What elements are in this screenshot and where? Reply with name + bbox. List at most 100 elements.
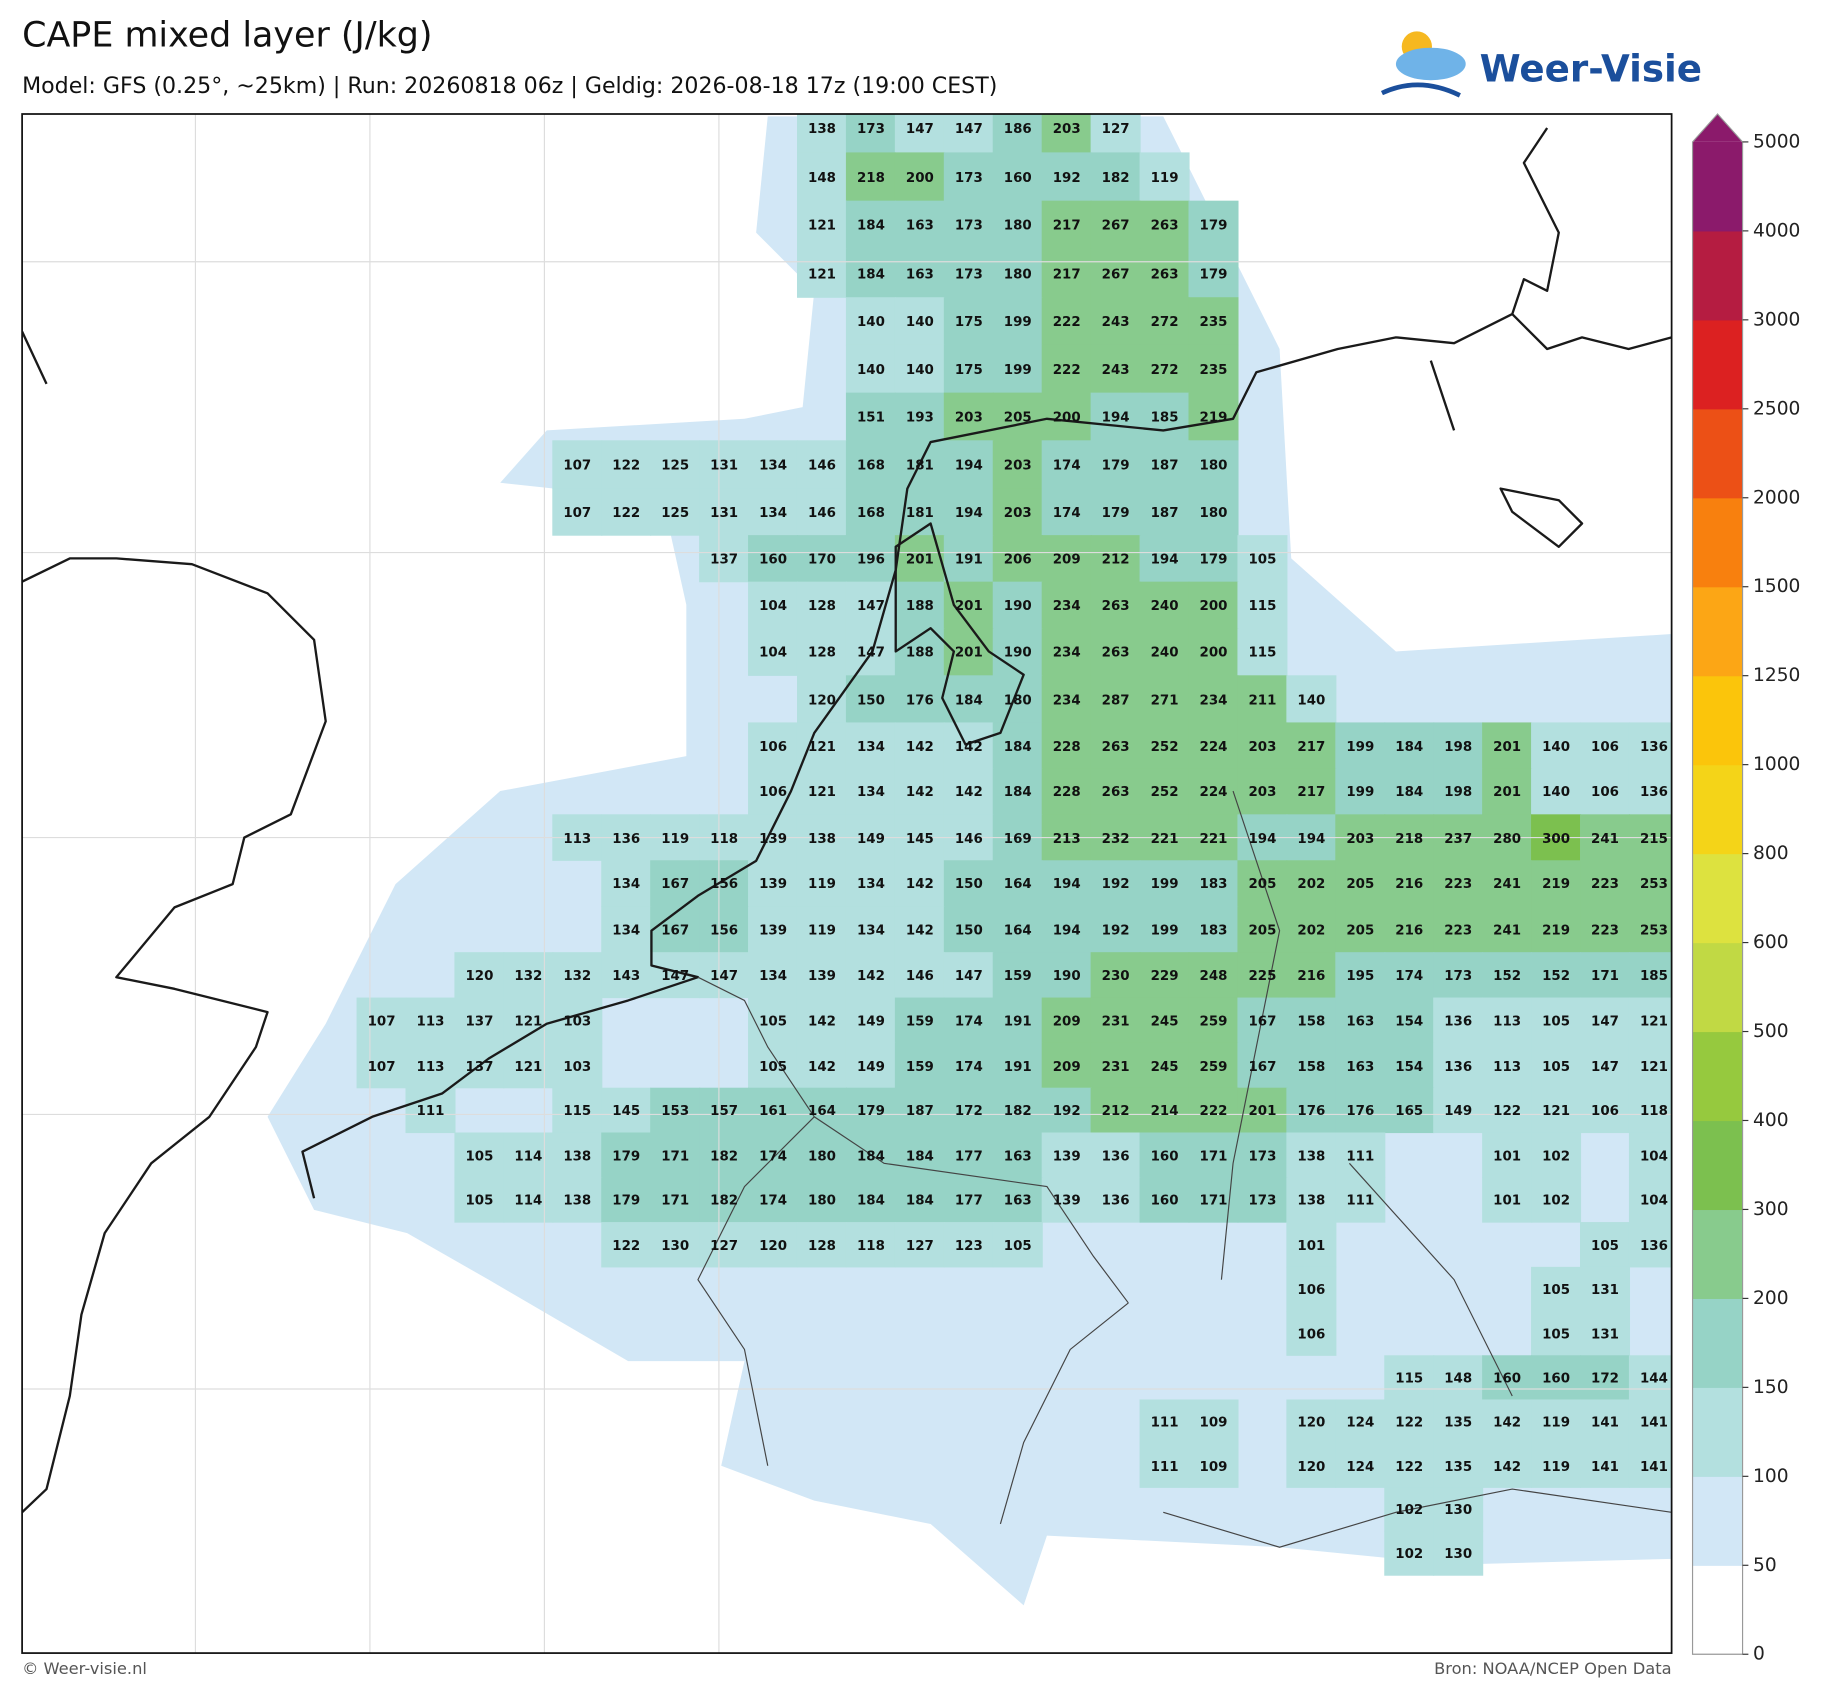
cape-value: 119 xyxy=(1542,1416,1570,1431)
cape-cell xyxy=(943,952,994,999)
cape-value: 134 xyxy=(857,785,885,800)
cape-value: 184 xyxy=(955,693,983,708)
cape-value: 147 xyxy=(906,122,934,137)
cape-value: 127 xyxy=(1102,122,1130,137)
cape-value: 193 xyxy=(906,411,934,426)
cape-value: 141 xyxy=(1591,1460,1619,1475)
cape-value: 142 xyxy=(906,924,934,939)
cape-cell xyxy=(1188,440,1239,489)
cape-value: 120 xyxy=(1297,1460,1325,1475)
cape-cell xyxy=(894,906,945,953)
cape-cell xyxy=(1580,860,1631,907)
cape-cell xyxy=(1482,1355,1533,1401)
cape-cell xyxy=(1433,997,1484,1044)
cape-cell xyxy=(796,1132,848,1178)
cape-cell xyxy=(1482,906,1533,953)
cape-value: 203 xyxy=(1249,740,1277,755)
colorbar-segment xyxy=(1692,408,1743,499)
cape-value: 263 xyxy=(1102,740,1130,755)
cape-cell xyxy=(1580,1355,1631,1401)
cape-value: 142 xyxy=(906,877,934,892)
cape-value: 142 xyxy=(955,785,983,800)
cape-cell xyxy=(1531,1042,1582,1089)
cape-value: 111 xyxy=(1151,1416,1179,1431)
cape-cell xyxy=(1139,768,1190,815)
cape-cell xyxy=(1041,997,1092,1044)
cape-value: 118 xyxy=(710,832,738,847)
colorbar-segment xyxy=(1692,1565,1743,1655)
borders xyxy=(697,790,1672,1548)
cape-cell xyxy=(1286,1132,1337,1178)
cape-cell xyxy=(992,997,1043,1044)
logo-cloud xyxy=(1395,47,1466,81)
cape-value: 105 xyxy=(759,1014,787,1029)
cape-cell xyxy=(405,1042,456,1089)
cape-value: 118 xyxy=(1640,1104,1668,1119)
cape-cell xyxy=(1090,1177,1141,1223)
colorbar-segment xyxy=(1692,1209,1743,1299)
colorbar-tick-label: 1500 xyxy=(1753,576,1800,597)
colorbar-segment xyxy=(1692,1031,1743,1122)
colorbar-outline xyxy=(1691,113,1744,1655)
cape-value: 160 xyxy=(1493,1372,1521,1387)
cape-cell xyxy=(1041,581,1092,629)
cape-value: 149 xyxy=(857,832,885,847)
cape-cell xyxy=(1139,628,1190,676)
cape-value: 199 xyxy=(1004,363,1032,378)
cape-cell xyxy=(699,535,750,583)
cape-cell xyxy=(1286,1177,1337,1223)
cape-value: 145 xyxy=(612,1104,640,1119)
coastline-uk xyxy=(22,331,327,1514)
cape-cell xyxy=(1041,535,1092,583)
cape-cell xyxy=(699,440,750,489)
cape-value: 192 xyxy=(1102,924,1130,939)
cape-value: 170 xyxy=(808,553,836,568)
cape-cell xyxy=(796,488,848,536)
cape-value: 184 xyxy=(906,1149,934,1164)
cape-value: 232 xyxy=(1102,832,1130,847)
cape-value: 142 xyxy=(955,740,983,755)
cape-cell xyxy=(748,628,799,676)
cape-cell xyxy=(796,1042,848,1089)
cape-value: 196 xyxy=(857,553,885,568)
cape-cell xyxy=(1041,1087,1092,1134)
cape-cell xyxy=(1090,200,1141,250)
cape-cell xyxy=(1188,675,1239,724)
cape-cell xyxy=(796,997,848,1044)
cape-value: 229 xyxy=(1151,969,1179,984)
cape-value: 221 xyxy=(1200,832,1228,847)
cape-value: 176 xyxy=(906,693,934,708)
cape-value: 200 xyxy=(906,171,934,186)
cape-value: 163 xyxy=(906,268,934,283)
cape-cell xyxy=(1628,1222,1672,1268)
cape-value: 180 xyxy=(1004,268,1032,283)
cape-cell xyxy=(1090,440,1141,489)
colorbar-tick-label: 3000 xyxy=(1753,309,1800,330)
cape-value: 167 xyxy=(661,924,689,939)
cape-cell xyxy=(1041,1042,1092,1089)
cape-value: 111 xyxy=(1151,1460,1179,1475)
cape-cell xyxy=(454,1132,505,1178)
cape-value: 124 xyxy=(1346,1460,1374,1475)
cape-value: 120 xyxy=(465,969,493,984)
cape-value: 138 xyxy=(563,1149,591,1164)
cape-cell xyxy=(943,1087,994,1134)
cape-cell xyxy=(796,768,848,815)
cape-value: 185 xyxy=(1640,969,1668,984)
cape-value: 122 xyxy=(612,506,640,521)
map-frame xyxy=(21,113,1673,1654)
cape-cell xyxy=(1335,860,1386,907)
cape-value: 222 xyxy=(1200,1104,1228,1119)
cape-cell xyxy=(796,722,848,769)
cape-value: 184 xyxy=(1395,740,1423,755)
cape-value: 156 xyxy=(710,877,738,892)
cape-value: 107 xyxy=(368,1060,396,1075)
cape-value: 120 xyxy=(759,1239,787,1254)
colorbar-tick-label: 300 xyxy=(1753,1199,1789,1220)
cape-value: 179 xyxy=(612,1194,640,1209)
cape-value: 120 xyxy=(1297,1416,1325,1431)
cape-value: 142 xyxy=(1493,1460,1521,1475)
cape-cell xyxy=(992,952,1043,999)
colorbar-tick-label: 600 xyxy=(1753,932,1789,953)
cape-value: 131 xyxy=(1591,1327,1619,1342)
